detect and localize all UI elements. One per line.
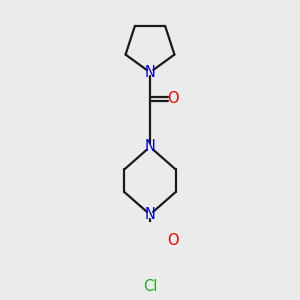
Text: N: N [145, 207, 155, 222]
Text: O: O [167, 233, 179, 248]
Text: N: N [145, 65, 155, 80]
Text: N: N [145, 140, 155, 154]
Text: O: O [167, 92, 179, 106]
Text: Cl: Cl [143, 279, 157, 294]
